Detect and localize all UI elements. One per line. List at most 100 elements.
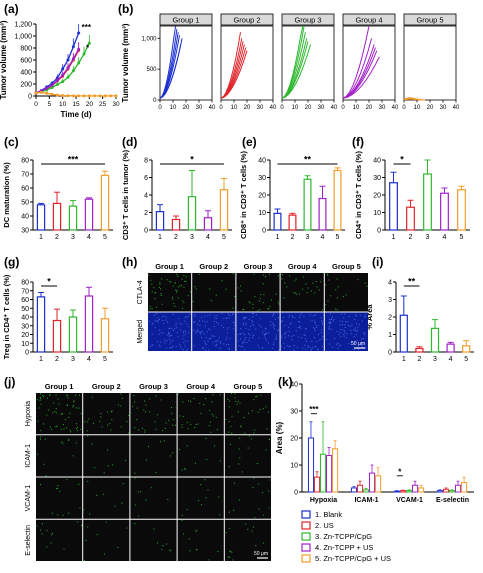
micrograph-h-signal-dot bbox=[154, 320, 156, 322]
micrograph-j-signal-dot bbox=[169, 549, 171, 551]
micrograph-h-signal-dot bbox=[166, 321, 168, 323]
micrograph-j-signal-dot bbox=[46, 414, 48, 416]
micrograph-h-signal-dot bbox=[315, 324, 317, 326]
chart-g-x-tick-label: 2 bbox=[55, 356, 59, 363]
micrograph-h-signal-dot bbox=[205, 336, 207, 338]
micrograph-h-signal-dot bbox=[305, 327, 307, 329]
micrograph-h-signal-dot bbox=[167, 334, 169, 336]
chart-e-x-tick-label: 4 bbox=[321, 234, 325, 241]
micrograph-h-signal-dot bbox=[265, 333, 267, 335]
micrograph-j-signal-dot bbox=[72, 406, 74, 408]
micrograph-j-signal-dot bbox=[229, 400, 231, 402]
chart-k-bar bbox=[461, 482, 468, 493]
micrograph-j-tile bbox=[36, 519, 83, 561]
micrograph-j-signal-dot bbox=[57, 398, 59, 400]
chart-a-point bbox=[66, 66, 70, 70]
micrograph-h-signal-dot bbox=[154, 292, 156, 294]
chart-f-y-tick-label: 30 bbox=[373, 175, 381, 182]
micrograph-h-signal-dot bbox=[262, 274, 264, 276]
micrograph-h-signal-dot bbox=[333, 319, 335, 321]
micrograph-j-signal-dot bbox=[49, 426, 51, 428]
micrograph-h-signal-dot bbox=[288, 327, 290, 329]
micrograph-h-signal-dot bbox=[193, 345, 195, 347]
chart-f-bar bbox=[457, 189, 466, 231]
chart-e-significance-label: ** bbox=[304, 155, 312, 165]
micrograph-h-signal-dot bbox=[183, 330, 185, 332]
micrograph-h-signal-dot bbox=[195, 332, 197, 334]
micrograph-j-signal-dot bbox=[46, 530, 48, 532]
micrograph-h-signal-dot bbox=[208, 349, 210, 351]
micrograph-h-signal-dot bbox=[159, 318, 161, 320]
micrograph-h-column-label: Group 4 bbox=[288, 262, 318, 271]
micrograph-j-signal-dot bbox=[80, 428, 82, 430]
chart-g-y-tick-label: 30 bbox=[21, 323, 29, 330]
micrograph-h-signal-dot bbox=[171, 328, 173, 330]
micrograph-h-signal-dot bbox=[353, 329, 355, 331]
micrograph-j-signal-dot bbox=[145, 411, 147, 413]
micrograph-j-signal-dot bbox=[59, 490, 61, 492]
chart-f-x-tick-label: 4 bbox=[443, 234, 447, 241]
micrograph-h-signal-dot bbox=[228, 347, 230, 349]
chart-d-y-axis-label: CD3⁺ T cells in tumor (%) bbox=[121, 149, 130, 240]
micrograph-j-tile bbox=[177, 519, 224, 561]
micrograph-j-signal-dot bbox=[212, 415, 214, 417]
chart-k-legend-swatch bbox=[301, 554, 311, 563]
chart-b-x-tick-label: 0 bbox=[219, 105, 223, 111]
micrograph-j-signal-dot bbox=[55, 394, 57, 396]
panel-letter-b: (b) bbox=[118, 2, 134, 16]
chart-a-point bbox=[55, 83, 59, 87]
micrograph-h-signal-dot bbox=[339, 332, 341, 334]
chart-g-bar bbox=[52, 319, 62, 353]
micrograph-h-signal-dot bbox=[320, 281, 322, 283]
micrograph-j-signal-dot bbox=[251, 530, 253, 532]
micrograph-j-signal-dot bbox=[114, 505, 116, 507]
chart-i-x-tick-label: 1 bbox=[402, 356, 406, 363]
chart-b-x-tick-label: 10 bbox=[292, 105, 299, 111]
micrograph-j-tile bbox=[224, 477, 271, 519]
micrograph-h-signal-dot bbox=[342, 333, 344, 335]
micrograph-h-signal-dot bbox=[269, 306, 271, 308]
chart-a-x-tick-label: 15 bbox=[72, 101, 80, 108]
chart-b-x-tick-label: 40 bbox=[270, 105, 277, 111]
micrograph-h-signal-dot bbox=[261, 333, 263, 335]
micrograph-j-signal-dot bbox=[103, 472, 105, 474]
micrograph-j-tile bbox=[130, 519, 177, 561]
chart-c-x-tick-label: 4 bbox=[87, 234, 91, 241]
chart-b-panel-title: Group 1 bbox=[172, 16, 199, 25]
micrograph-h-signal-dot bbox=[265, 337, 267, 339]
chart-c-bar bbox=[52, 202, 62, 231]
micrograph-h-signal-dot bbox=[281, 320, 283, 322]
micrograph-h-signal-dot bbox=[185, 316, 187, 318]
micrograph-h-signal-dot bbox=[265, 332, 267, 334]
micrograph-j-signal-dot bbox=[228, 527, 230, 529]
chart-k-bar bbox=[319, 453, 327, 493]
micrograph-h-signal-dot bbox=[252, 337, 254, 339]
micrograph-h-signal-dot bbox=[293, 334, 295, 336]
micrograph-h-signal-dot bbox=[336, 297, 338, 299]
micrograph-h-signal-dot bbox=[188, 332, 190, 334]
micrograph-h-signal-dot bbox=[245, 324, 247, 326]
micrograph-j-column-label: Group 3 bbox=[139, 382, 168, 391]
panel-letter-f: (f) bbox=[352, 135, 364, 149]
chart-k-y-tick-label: 20 bbox=[290, 436, 298, 443]
micrograph-h-signal-dot bbox=[189, 291, 191, 293]
chart-a-point bbox=[98, 94, 102, 98]
micrograph-j-signal-dot bbox=[76, 430, 78, 432]
chart-k-y-tick-label: 30 bbox=[290, 409, 298, 416]
micrograph-h-signal-dot bbox=[253, 324, 255, 326]
chart-g-x-tick-label: 3 bbox=[71, 356, 75, 363]
micrograph-h-signal-dot bbox=[364, 333, 366, 335]
micrograph-j-signal-dot bbox=[231, 415, 233, 417]
chart-e-x-tick-label: 5 bbox=[336, 234, 340, 241]
micrograph-h-signal-dot bbox=[242, 324, 244, 326]
micrograph-h-signal-dot bbox=[265, 339, 267, 341]
micrograph-j-tile bbox=[177, 435, 224, 477]
micrograph-h-signal-dot bbox=[210, 338, 212, 340]
micrograph-j-signal-dot bbox=[58, 403, 60, 405]
micrograph-h-signal-dot bbox=[213, 326, 215, 328]
chart-a-point bbox=[109, 94, 113, 98]
micrograph-h-signal-dot bbox=[233, 321, 235, 323]
micrograph-h-signal-dot bbox=[341, 323, 343, 325]
micrograph-h-signal-dot bbox=[343, 330, 345, 332]
chart-k-legend-label: 5. Zn-TCPP/CpG + US bbox=[315, 554, 391, 563]
